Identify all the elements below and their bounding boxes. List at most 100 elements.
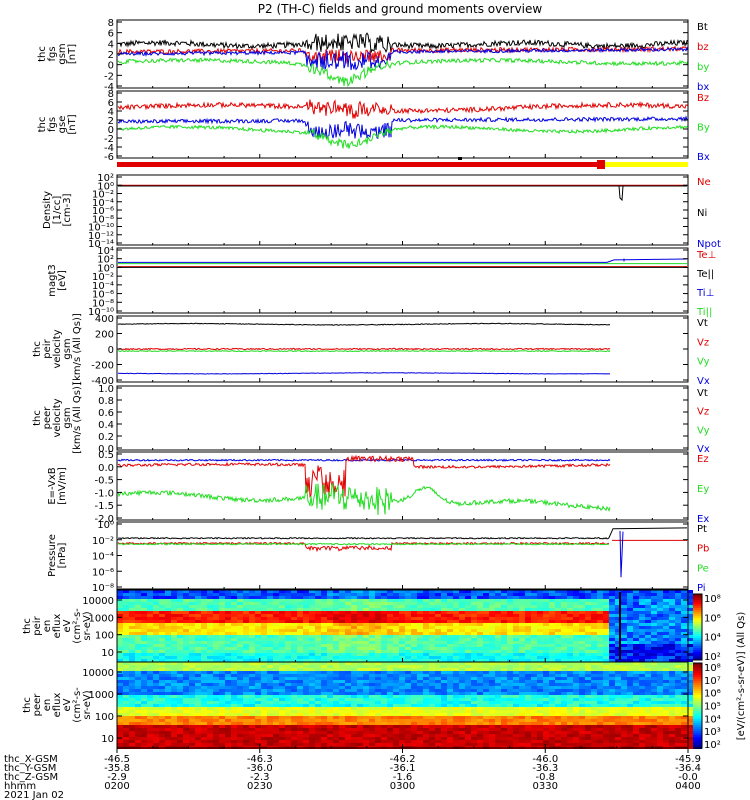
spec-cell bbox=[141, 731, 147, 734]
spec-cell bbox=[471, 680, 477, 683]
spec-cell bbox=[591, 659, 597, 662]
spec-cell bbox=[453, 692, 459, 695]
spec-cell bbox=[489, 692, 495, 695]
spec-cell bbox=[291, 716, 297, 719]
spec-cell bbox=[429, 605, 435, 608]
spec-cell bbox=[315, 662, 321, 665]
spec-cell bbox=[411, 659, 417, 662]
spec-cell bbox=[411, 728, 417, 731]
spec-cell bbox=[135, 677, 141, 680]
spec-cell bbox=[591, 689, 597, 692]
spec-cell bbox=[303, 605, 309, 608]
spec-cell bbox=[381, 719, 387, 722]
spec-cell bbox=[633, 704, 639, 707]
spec-cell bbox=[669, 713, 675, 716]
spec-cell bbox=[375, 674, 381, 677]
spec-cell bbox=[255, 602, 261, 605]
spec-cell bbox=[303, 707, 309, 710]
spec-cell bbox=[255, 728, 261, 731]
spec-cell bbox=[423, 611, 429, 614]
spec-cell bbox=[369, 662, 375, 665]
spec-cell bbox=[567, 683, 573, 686]
spec-cell bbox=[357, 725, 363, 728]
spec-cell bbox=[645, 677, 651, 680]
spec-cell bbox=[207, 653, 213, 656]
spec-cell bbox=[609, 716, 615, 719]
spec-cell bbox=[369, 626, 375, 629]
spec-cell bbox=[405, 608, 411, 611]
line-By bbox=[117, 124, 689, 149]
spec-cell bbox=[345, 635, 351, 638]
spec-cell bbox=[585, 641, 591, 644]
spec-cell bbox=[171, 737, 177, 740]
spec-cell bbox=[489, 641, 495, 644]
spec-cell bbox=[249, 692, 255, 695]
spec-cell bbox=[225, 680, 231, 683]
colorbar-cell bbox=[692, 640, 702, 642]
spec-cell bbox=[669, 692, 675, 695]
spec-cell bbox=[201, 656, 207, 659]
spec-cell bbox=[651, 629, 657, 632]
spec-cell bbox=[543, 653, 549, 656]
spec-cell bbox=[639, 626, 645, 629]
spec-cell bbox=[249, 707, 255, 710]
spec-cell bbox=[387, 710, 393, 713]
spec-cell bbox=[297, 590, 303, 593]
spec-cell bbox=[171, 623, 177, 626]
spec-cell bbox=[189, 683, 195, 686]
spec-cell bbox=[153, 626, 159, 629]
spec-cell bbox=[591, 620, 597, 623]
spec-cell bbox=[657, 686, 663, 689]
spec-cell bbox=[405, 659, 411, 662]
spec-cell bbox=[303, 614, 309, 617]
spec-cell bbox=[165, 620, 171, 623]
spec-cell bbox=[363, 623, 369, 626]
spec-cell bbox=[333, 695, 339, 698]
spec-cell bbox=[405, 605, 411, 608]
spec-cell bbox=[147, 698, 153, 701]
spec-cell bbox=[543, 671, 549, 674]
spec-cell bbox=[255, 629, 261, 632]
spec-cell bbox=[417, 668, 423, 671]
spec-cell bbox=[357, 716, 363, 719]
spec-cell bbox=[201, 632, 207, 635]
spec-cell bbox=[555, 731, 561, 734]
spec-cell bbox=[579, 671, 585, 674]
spec-cell bbox=[153, 617, 159, 620]
spec-cell bbox=[147, 689, 153, 692]
spec-cell bbox=[381, 671, 387, 674]
spec-cell bbox=[387, 704, 393, 707]
spec-cell bbox=[225, 701, 231, 704]
spec-cell bbox=[177, 623, 183, 626]
spec-cell bbox=[501, 638, 507, 641]
spec-cell bbox=[141, 605, 147, 608]
spec-cell bbox=[591, 638, 597, 641]
spec-cell bbox=[363, 725, 369, 728]
spec-cell bbox=[501, 674, 507, 677]
spec-cell bbox=[507, 590, 513, 593]
spec-cell bbox=[471, 605, 477, 608]
spec-cell bbox=[351, 674, 357, 677]
spec-cell bbox=[651, 647, 657, 650]
spec-cell bbox=[273, 593, 279, 596]
spec-cell bbox=[453, 635, 459, 638]
spec-cell bbox=[585, 701, 591, 704]
spec-cell bbox=[471, 692, 477, 695]
spec-cell bbox=[129, 740, 135, 743]
spec-cell bbox=[351, 605, 357, 608]
spec-cell bbox=[501, 590, 507, 593]
spec-cell bbox=[471, 668, 477, 671]
spec-cell bbox=[663, 683, 669, 686]
spec-cell bbox=[675, 623, 681, 626]
spec-cell bbox=[603, 641, 609, 644]
spec-cell bbox=[231, 638, 237, 641]
spec-cell bbox=[609, 725, 615, 728]
spec-cell bbox=[165, 590, 171, 593]
spec-cell bbox=[441, 620, 447, 623]
spec-cell bbox=[399, 590, 405, 593]
spec-cell bbox=[519, 704, 525, 707]
spec-cell bbox=[609, 590, 615, 593]
spec-cell bbox=[573, 671, 579, 674]
spec-cell bbox=[579, 614, 585, 617]
spec-cell bbox=[597, 674, 603, 677]
